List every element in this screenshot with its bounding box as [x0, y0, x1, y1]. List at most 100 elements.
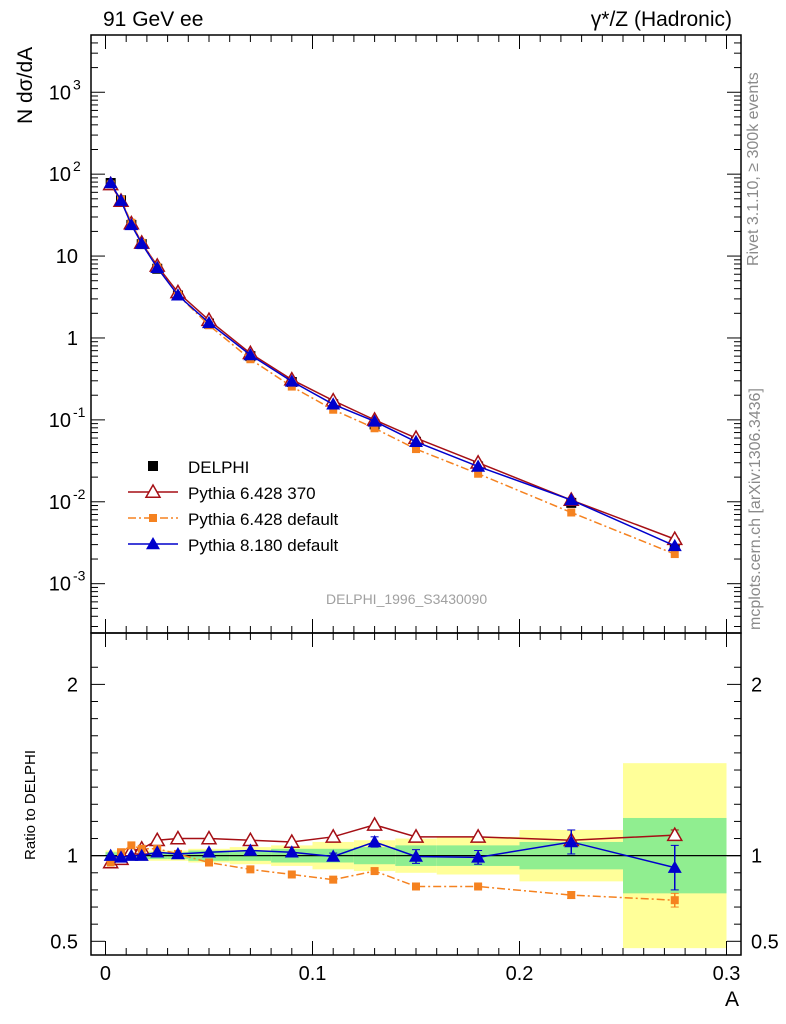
- y-tick-label: 10: [49, 82, 71, 104]
- ratio-point: [103, 848, 118, 861]
- data-point: [243, 347, 258, 361]
- ratio-point: [204, 858, 213, 867]
- y-tick-label: 1: [67, 328, 78, 350]
- y-tick-exponent: -3: [73, 568, 86, 584]
- data-point: [134, 236, 149, 249]
- ratio-y-tick-label-right: 1: [751, 846, 762, 868]
- ratio-point: [366, 816, 383, 831]
- upper-y-axis-label: N dσ/dA: [14, 46, 37, 124]
- y-tick-exponent: -1: [73, 404, 86, 420]
- data-point: [201, 315, 216, 329]
- x-ticks: 0 0.1 0.2 0.3: [100, 35, 740, 985]
- data-point: [367, 414, 382, 427]
- ratio-point: [412, 882, 420, 891]
- data-point: [170, 288, 185, 301]
- legend-item: Pythia 6.428 370: [128, 483, 316, 503]
- ratio-point: [666, 826, 684, 842]
- legend-label: DELPHI: [188, 458, 249, 477]
- ratio-point: [200, 830, 218, 845]
- ratio-point: [127, 841, 136, 850]
- ratio-point: [170, 846, 185, 860]
- y-tick-label: 10: [56, 246, 78, 268]
- y-tick-label: 10: [49, 164, 71, 186]
- ratio-point: [324, 828, 342, 843]
- ratio-point: [284, 845, 299, 858]
- ratio-point: [670, 896, 679, 905]
- y-tick-label: 10: [49, 574, 71, 596]
- ratio-point: [243, 843, 258, 856]
- ratio-point: [471, 850, 486, 863]
- data-point: [474, 469, 483, 478]
- legend-label: Pythia 6.428 370: [188, 484, 316, 503]
- ratio-point: [367, 834, 382, 848]
- ratio-y-ticks: 0.5 0.5 1 1 2 2: [50, 666, 779, 953]
- ratio-point: [287, 870, 296, 879]
- legend-label: Pythia 6.428 default: [188, 510, 339, 529]
- left-title: 91 GeV ee: [103, 8, 204, 31]
- ratio-y-axis-label: Ratio to DELPHI: [22, 749, 39, 860]
- ratio-y-tick-label: 0.5: [50, 931, 78, 953]
- ratio-point: [124, 848, 139, 861]
- data-point: [284, 374, 299, 387]
- ratio-point: [326, 849, 341, 862]
- ratio-series-0: [102, 816, 684, 869]
- ratio-point: [370, 867, 379, 876]
- right-title: γ*/Z (Hadronic): [590, 8, 732, 31]
- y-tick-label: 10: [49, 492, 71, 514]
- ratio-point: [246, 865, 255, 874]
- ratio-point: [469, 828, 487, 843]
- legend-label: Pythia 8.180 default: [188, 536, 339, 555]
- ratio-point: [114, 850, 129, 863]
- y-tick-exponent: -2: [73, 486, 86, 502]
- data-point: [670, 550, 679, 559]
- legend-marker: [148, 461, 158, 471]
- data-point: [124, 217, 139, 231]
- legend: DELPHI Pythia 6.428 370 Pythia 6.428 defau…: [128, 458, 339, 555]
- data-point: [471, 459, 486, 472]
- mcplots-label: mcplots.cern.ch [arXiv:1306.3436]: [747, 388, 764, 630]
- ratio-point: [409, 849, 423, 862]
- x-axis-label: A: [725, 988, 740, 1011]
- ratio-point: [667, 860, 682, 873]
- y-tick-label: 10: [49, 410, 71, 432]
- ratio-y-tick-label: 1: [67, 846, 78, 868]
- legend-marker: [144, 483, 162, 498]
- series-3: [103, 175, 682, 552]
- legend-marker: [146, 537, 160, 550]
- legend-item: DELPHI: [148, 458, 249, 477]
- data-point: [329, 405, 338, 414]
- data-point: [114, 193, 129, 206]
- data-point: [412, 445, 420, 454]
- ratio-y-tick-label-right: 0.5: [751, 931, 779, 953]
- legend-item: Pythia 6.428 default: [128, 510, 339, 529]
- ratio-point: [169, 830, 187, 845]
- legend-marker: [149, 514, 157, 522]
- ratio-point: [134, 848, 149, 861]
- x-tick-label: 0: [100, 963, 111, 985]
- legend-item: Pythia 8.180 default: [128, 536, 339, 555]
- ratio-point: [201, 845, 216, 858]
- x-tick-label: 0.1: [299, 963, 327, 985]
- data-point: [150, 260, 165, 273]
- y-tick-exponent: 3: [73, 76, 81, 92]
- data-point: [667, 538, 682, 552]
- x-tick-label: 0.2: [506, 963, 534, 985]
- y-tick-exponent: 2: [73, 158, 81, 174]
- analysis-label: DELPHI_1996_S3430090: [326, 591, 488, 607]
- data-point: [103, 175, 118, 189]
- ratio-point: [106, 858, 115, 867]
- ratio-point: [407, 828, 425, 843]
- ratio-y-tick-label: 2: [67, 674, 78, 696]
- ratio-y-tick-label-right: 2: [751, 674, 762, 696]
- ratio-point: [564, 834, 579, 848]
- data-point: [409, 434, 423, 448]
- data-point: [564, 493, 579, 506]
- ratio-point: [329, 875, 338, 884]
- data-point: [326, 397, 341, 410]
- rivet-label: Rivet 3.1.10, ≥ 300k events: [745, 72, 762, 266]
- ratio-point: [567, 891, 576, 900]
- x-tick-label: 0.3: [713, 963, 741, 985]
- data-point: [567, 508, 576, 517]
